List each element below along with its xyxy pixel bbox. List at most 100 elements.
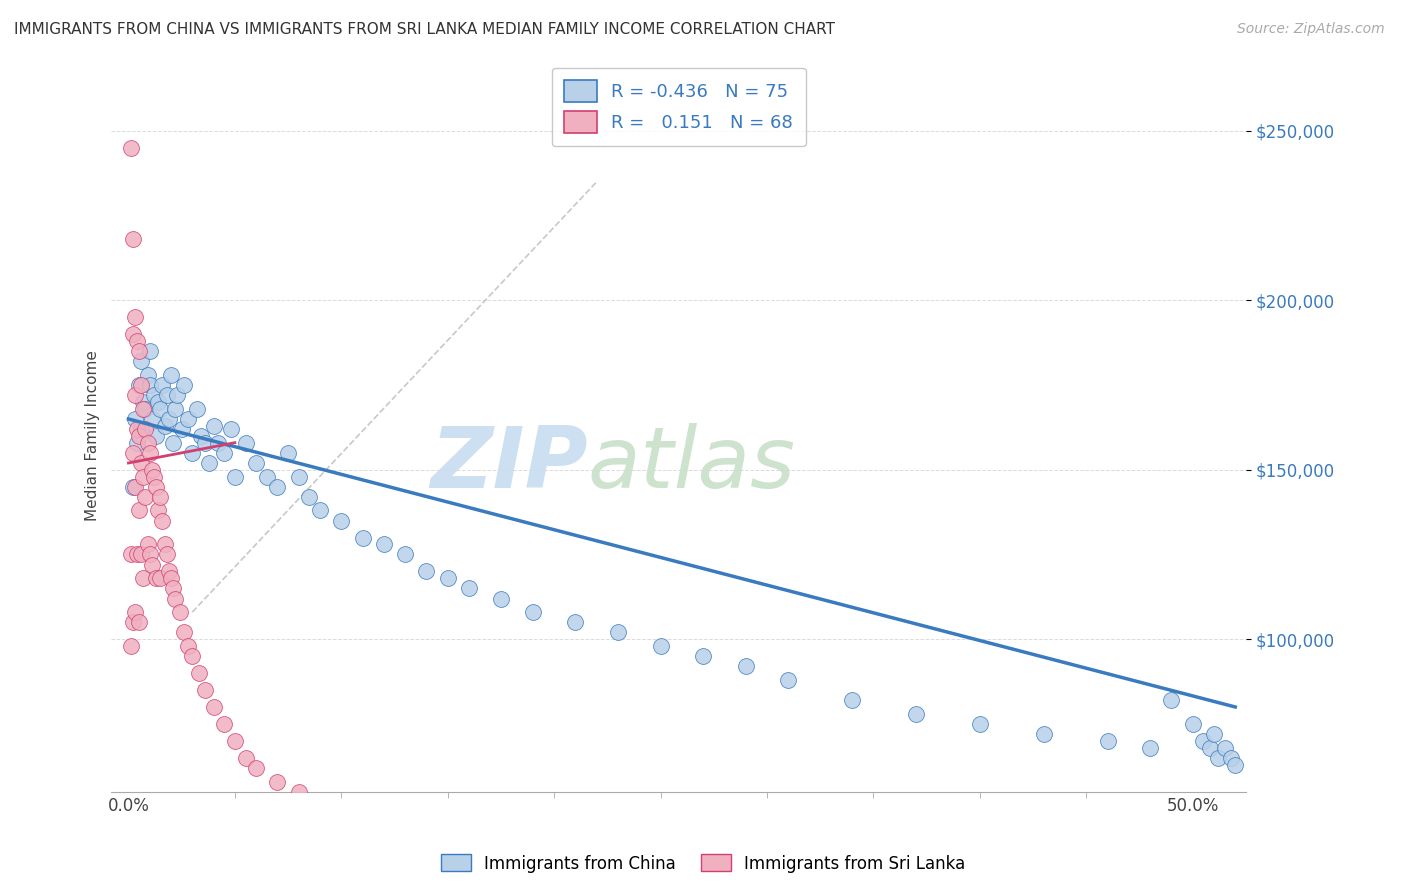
Point	[170, 422, 193, 436]
Point	[121, 480, 143, 494]
Point	[138, 378, 160, 392]
Point	[148, 503, 170, 517]
Point	[148, 395, 170, 409]
Text: Source: ZipAtlas.com: Source: ZipAtlas.com	[1237, 22, 1385, 37]
Point	[129, 354, 152, 368]
Point	[479, 853, 502, 867]
Point	[138, 446, 160, 460]
Point	[1220, 751, 1243, 765]
Point	[120, 639, 142, 653]
Point	[309, 795, 332, 809]
Point	[266, 774, 288, 789]
Point	[169, 605, 191, 619]
Point	[136, 537, 159, 551]
Point	[128, 615, 150, 630]
Point	[330, 514, 353, 528]
Point	[143, 469, 166, 483]
Point	[904, 706, 927, 721]
Point	[778, 673, 800, 687]
Point	[141, 558, 163, 572]
Point	[607, 870, 630, 884]
Point	[256, 469, 278, 483]
Point	[181, 446, 204, 460]
Point	[186, 401, 208, 416]
Point	[489, 591, 512, 606]
Text: ZIP: ZIP	[430, 423, 588, 506]
Point	[969, 717, 991, 731]
Point	[1160, 693, 1182, 707]
Point	[157, 565, 180, 579]
Point	[125, 548, 148, 562]
Point	[128, 344, 150, 359]
Point	[564, 615, 586, 630]
Point	[124, 310, 146, 325]
Point	[132, 571, 155, 585]
Point	[841, 693, 863, 707]
Point	[165, 591, 187, 606]
Point	[173, 378, 195, 392]
Point	[207, 435, 229, 450]
Point	[394, 548, 416, 562]
Point	[352, 819, 374, 833]
Point	[177, 412, 200, 426]
Legend: R = -0.436   N = 75, R =   0.151   N = 68: R = -0.436 N = 75, R = 0.151 N = 68	[551, 68, 806, 146]
Point	[128, 378, 150, 392]
Point	[129, 456, 152, 470]
Point	[198, 456, 221, 470]
Point	[153, 537, 176, 551]
Point	[219, 422, 242, 436]
Point	[194, 435, 217, 450]
Point	[1181, 717, 1204, 731]
Point	[235, 751, 257, 765]
Point	[458, 582, 481, 596]
Point	[756, 887, 779, 892]
Point	[157, 412, 180, 426]
Point	[1198, 740, 1220, 755]
Point	[165, 401, 187, 416]
Point	[121, 232, 143, 246]
Point	[173, 625, 195, 640]
Point	[245, 761, 267, 775]
Point	[143, 388, 166, 402]
Point	[124, 480, 146, 494]
Y-axis label: Median Family Income: Median Family Income	[86, 351, 100, 521]
Point	[415, 565, 437, 579]
Point	[187, 666, 209, 681]
Point	[671, 876, 693, 890]
Point	[149, 490, 172, 504]
Point	[1097, 734, 1119, 748]
Point	[266, 480, 288, 494]
Point	[121, 446, 143, 460]
Point	[124, 605, 146, 619]
Point	[145, 571, 167, 585]
Point	[128, 503, 150, 517]
Point	[1225, 757, 1247, 772]
Point	[125, 435, 148, 450]
Point	[202, 418, 225, 433]
Point	[145, 429, 167, 443]
Point	[1213, 740, 1236, 755]
Point	[224, 469, 246, 483]
Text: atlas: atlas	[588, 423, 796, 506]
Point	[166, 388, 188, 402]
Point	[650, 639, 672, 653]
Point	[124, 412, 146, 426]
Point	[181, 649, 204, 664]
Point	[734, 659, 756, 673]
Point	[224, 734, 246, 748]
Point	[152, 378, 174, 392]
Point	[134, 401, 156, 416]
Point	[149, 571, 172, 585]
Point	[149, 401, 172, 416]
Point	[522, 605, 544, 619]
Point	[373, 537, 395, 551]
Point	[145, 480, 167, 494]
Point	[436, 842, 458, 856]
Point	[352, 531, 374, 545]
Point	[543, 863, 565, 877]
Point	[156, 548, 179, 562]
Point	[1139, 740, 1161, 755]
Point	[132, 401, 155, 416]
Point	[138, 548, 160, 562]
Point	[277, 446, 299, 460]
